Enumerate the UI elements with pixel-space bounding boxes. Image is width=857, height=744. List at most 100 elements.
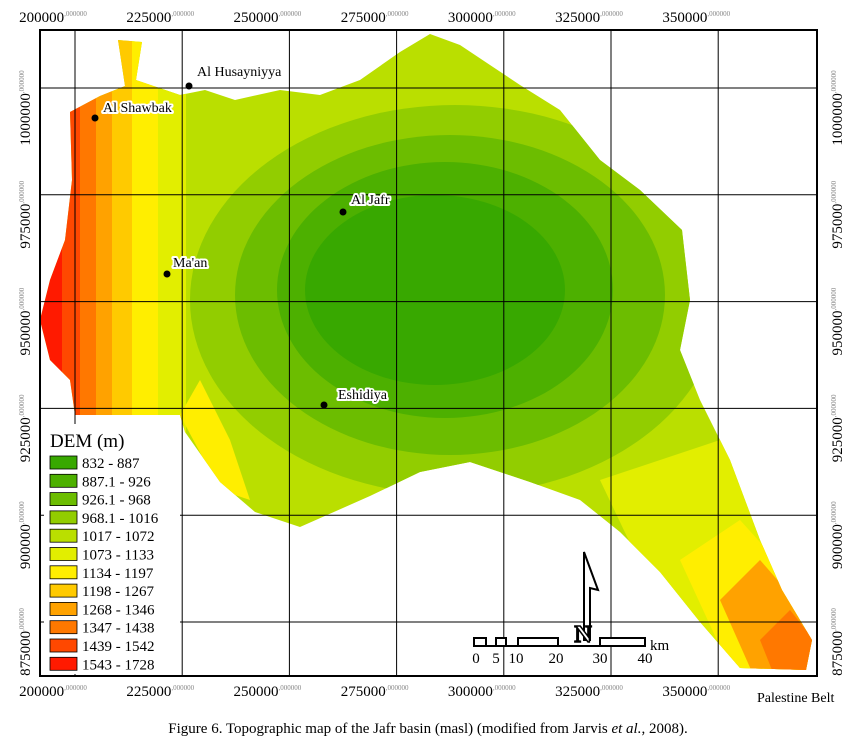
tick-label: 200000,000000 [19,684,87,700]
tick-main: 900000 [18,524,34,569]
tick-main: 275000 [341,684,386,700]
tick-fraction: ,000000 [18,287,26,310]
tick-fraction: ,000000 [279,684,302,692]
tick-main: 250000 [234,10,279,26]
tick-main: 225000 [126,684,171,700]
place-label: Al Jafr [351,193,390,208]
tick-main: 350000 [662,684,707,700]
tick-main: 350000 [662,10,707,26]
tick-main: 200000 [19,684,64,700]
tick-fraction: ,000000 [830,287,838,310]
scale-label: 30 [593,651,608,667]
legend-swatch [49,565,78,580]
legend-swatch [49,638,78,653]
tick-fraction: ,000000 [707,10,730,18]
caption-text: Figure 6. Topographic map of the Jafr ba… [168,721,611,737]
tick-label: 275000,000000 [341,684,409,700]
caption-italic: et al. [611,721,641,737]
tick-fraction: ,000000 [830,501,838,524]
scale-label: 0 [472,651,480,667]
legend-label: 832 - 887 [82,456,140,472]
scale-label: 10 [509,651,524,667]
tick-main: 1000000 [18,93,34,146]
tick-label: 1000000,000000 [18,70,34,146]
tick-fraction: ,000000 [18,608,26,631]
scale-label: 20 [549,651,564,667]
tick-label: 200000,000000 [19,10,87,26]
tick-fraction: ,000000 [600,684,623,692]
tick-main: 275000 [341,10,386,26]
tick-fraction: ,000000 [18,70,26,93]
tick-label: 950000,000000 [18,287,34,355]
place-marker [163,270,171,278]
tick-label: 325000,000000 [555,10,623,26]
tick-fraction: ,000000 [386,684,409,692]
place-marker [320,401,328,409]
tick-label: 300000,000000 [448,10,516,26]
tick-fraction: ,000000 [600,10,623,18]
tick-label: 900000,000000 [18,501,34,569]
tick-label: 1000000,000000 [830,70,846,146]
terrain-zone [180,380,250,500]
tick-label: 300000,000000 [448,684,516,700]
labels: 200000,000000200000,000000225000,0000002… [18,10,846,700]
tick-main: 325000 [555,684,600,700]
tick-main: 950000 [830,310,846,355]
tick-fraction: ,000000 [830,608,838,631]
legend-label: 926.1 - 968 [82,493,151,509]
terrain-zone [305,195,565,385]
caption: Figure 6. Topographic map of the Jafr ba… [168,721,687,737]
tick-fraction: ,000000 [386,10,409,18]
place-marker [91,114,99,122]
map-frame [39,29,818,677]
tick-label: 875000,000000 [830,608,846,676]
scale-label: 5 [492,651,500,667]
legend: DEM (m) 832 - 887 887.1 - 926 926.1 - 968 96… [44,424,180,674]
caption-text: , 2008). [641,721,687,737]
tick-label: 875000,000000 [18,608,34,676]
legend-swatch [49,602,78,616]
legend-label: 1439 - 1542 [82,639,155,655]
tick-main: 300000 [448,684,493,700]
legend-label: 1017 - 1072 [82,529,155,545]
tick-fraction: ,000000 [64,684,87,692]
tick-label: 350000,000000 [662,684,730,700]
tick-main: 925000 [18,417,34,462]
scale-label: 40 [638,651,653,667]
region-label: Palestine Belt [757,691,834,706]
tick-main: 925000 [830,417,846,462]
tick-main: 950000 [18,310,34,355]
tick-fraction: ,000000 [493,10,516,18]
tick-main: 200000 [19,10,64,26]
tick-main: 250000 [234,684,279,700]
tick-label: 900000,000000 [830,501,846,569]
legend-label: 1073 - 1133 [82,548,154,564]
legend-swatch [49,583,78,598]
tick-label: 950000,000000 [830,287,846,355]
tick-main: 875000 [830,631,846,676]
legend-swatch [49,492,78,507]
legend-label: 1134 - 1197 [82,566,154,582]
tick-label: 350000,000000 [662,10,730,26]
tick-main: 225000 [126,10,171,26]
tick-fraction: ,000000 [830,70,838,93]
tick-main: 975000 [18,204,34,249]
legend-label: 1198 - 1267 [82,584,154,600]
terrain-zone [760,610,812,670]
north-arrow [583,551,600,641]
place-label: Al Shawbak [103,101,172,116]
tick-main: 975000 [830,204,846,249]
tick-fraction: ,000000 [493,684,516,692]
tick-label: 275000,000000 [341,10,409,26]
tick-main: 325000 [555,10,600,26]
tick-main: 1000000 [830,93,846,146]
legend-swatch [49,620,78,635]
legend-label: 887.1 - 926 [82,474,151,490]
north-label: N [574,622,592,648]
tick-main: 900000 [830,524,846,569]
tick-fraction: ,000000 [18,501,26,524]
legend-swatch [49,528,78,543]
tick-fraction: ,000000 [830,180,838,203]
